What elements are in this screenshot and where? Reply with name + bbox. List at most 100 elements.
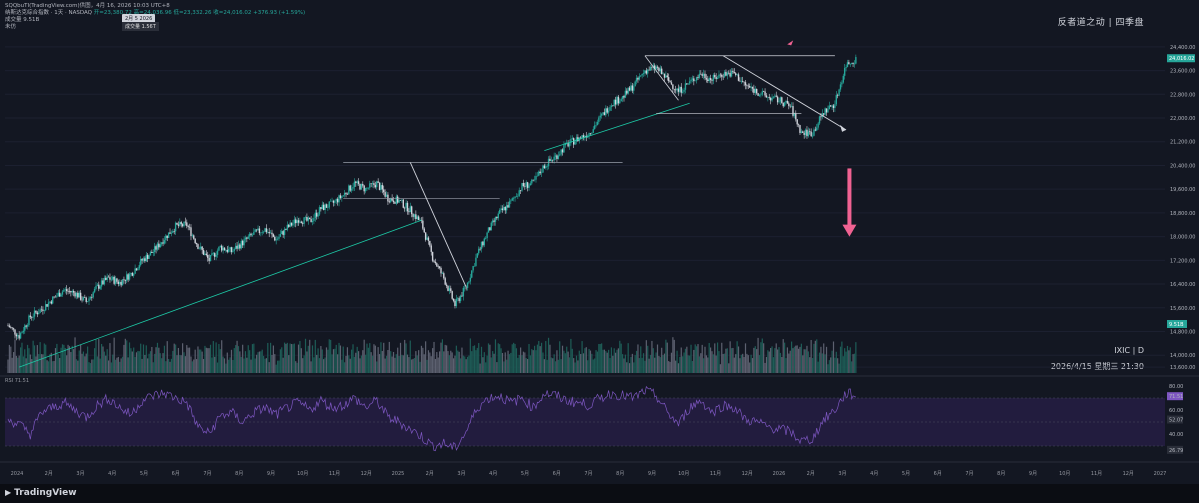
volume-bar [630, 356, 632, 373]
volume-bar [151, 346, 153, 373]
candle-body [352, 187, 354, 189]
volume-bar [559, 341, 561, 373]
candle-body [339, 195, 342, 199]
candle-body [261, 232, 263, 233]
candle-body [740, 80, 743, 82]
volume-bar [173, 343, 175, 373]
volume-bar [155, 347, 157, 373]
candle-body [591, 132, 593, 134]
candle-body [176, 222, 178, 225]
volume-bar [494, 339, 497, 373]
candle-body [491, 220, 494, 223]
candle-body [483, 238, 486, 246]
volume-bar [500, 348, 502, 373]
volume-bar [540, 342, 543, 373]
volume-bar [236, 340, 238, 373]
candle-body [155, 246, 157, 250]
volume-bar [275, 364, 277, 373]
volume-bar [694, 344, 696, 373]
volume-bar [194, 349, 196, 373]
candle-body [172, 231, 174, 233]
volume-bar [835, 351, 837, 373]
uptrend-line-2[interactable] [544, 102, 690, 152]
volume-bar [596, 351, 599, 373]
volume-bar [142, 344, 145, 373]
volume-bar [378, 354, 381, 373]
volume-bar [152, 362, 154, 373]
volume-bar [92, 359, 94, 373]
volume-bar [818, 352, 821, 373]
volume-bar [179, 355, 181, 373]
arrow-head [840, 124, 847, 132]
volume-bar [696, 346, 698, 373]
candle-body [482, 241, 484, 246]
volume-bar [228, 359, 230, 373]
candle-body [348, 185, 350, 195]
candle-body [531, 179, 533, 184]
volume-bar [289, 343, 291, 373]
volume-bar [580, 354, 582, 373]
x-tick-label: 2025 [392, 471, 405, 477]
volume-bar [831, 350, 833, 373]
downtrend-line-3[interactable] [722, 55, 847, 131]
volume-bar [806, 345, 808, 373]
volume-bar [700, 353, 702, 373]
candle-body [515, 196, 518, 198]
volume-bar [371, 355, 374, 373]
candle-body [190, 227, 192, 237]
candle-body [12, 328, 15, 330]
volume-bar [676, 350, 678, 373]
volume-bar [839, 346, 842, 373]
volume-bar [188, 347, 191, 373]
candle-body [32, 316, 34, 318]
volume-bar [635, 350, 638, 373]
volume-bar [229, 357, 231, 373]
volume-bar [756, 349, 758, 373]
candle-body [128, 273, 131, 280]
volume-bar [222, 356, 224, 373]
candle-body [388, 201, 391, 203]
volume-bar [760, 342, 762, 373]
candle-body [600, 114, 603, 116]
candle-body [702, 73, 705, 76]
candle-body [392, 200, 395, 203]
candle-body [447, 285, 449, 291]
volume-bar [250, 359, 252, 373]
watermark-datetime: 2026/4/15 星期三 21:30 [1050, 362, 1144, 371]
volume-bar [310, 361, 312, 373]
volume-bar [8, 344, 10, 373]
volume-bar [621, 354, 624, 373]
volume-bar [285, 343, 287, 373]
volume-bar [166, 341, 168, 373]
candle-body [286, 224, 289, 230]
volume-bar [409, 340, 411, 373]
volume-bar [684, 348, 687, 373]
volume-bar [172, 350, 174, 373]
volume-bar [239, 351, 241, 373]
downtrend-line-1[interactable] [409, 162, 467, 288]
downtrend-line-2[interactable] [644, 55, 679, 101]
candle-body [100, 280, 103, 287]
candle-body [398, 200, 400, 203]
candle-body [788, 103, 790, 106]
tradingview-logo[interactable]: ▶ TradingView [5, 488, 77, 498]
volume-bar [215, 342, 217, 373]
volume-bar [754, 346, 756, 373]
candle-body [836, 95, 839, 96]
candle-body [408, 211, 410, 213]
candle-body [82, 297, 85, 301]
candle-body [455, 298, 458, 307]
uptrend-line-1[interactable] [19, 219, 422, 368]
candle-body [462, 287, 465, 297]
volume-bar [589, 350, 592, 373]
volume-bar [594, 358, 596, 373]
volume-bar [169, 361, 171, 373]
volume-bar [529, 355, 532, 373]
volume-bar [527, 359, 529, 373]
volume-bar [251, 344, 254, 373]
candle-body [116, 278, 118, 282]
volume-bar [110, 362, 112, 373]
candle-body [489, 227, 491, 231]
volume-bar [418, 350, 420, 373]
